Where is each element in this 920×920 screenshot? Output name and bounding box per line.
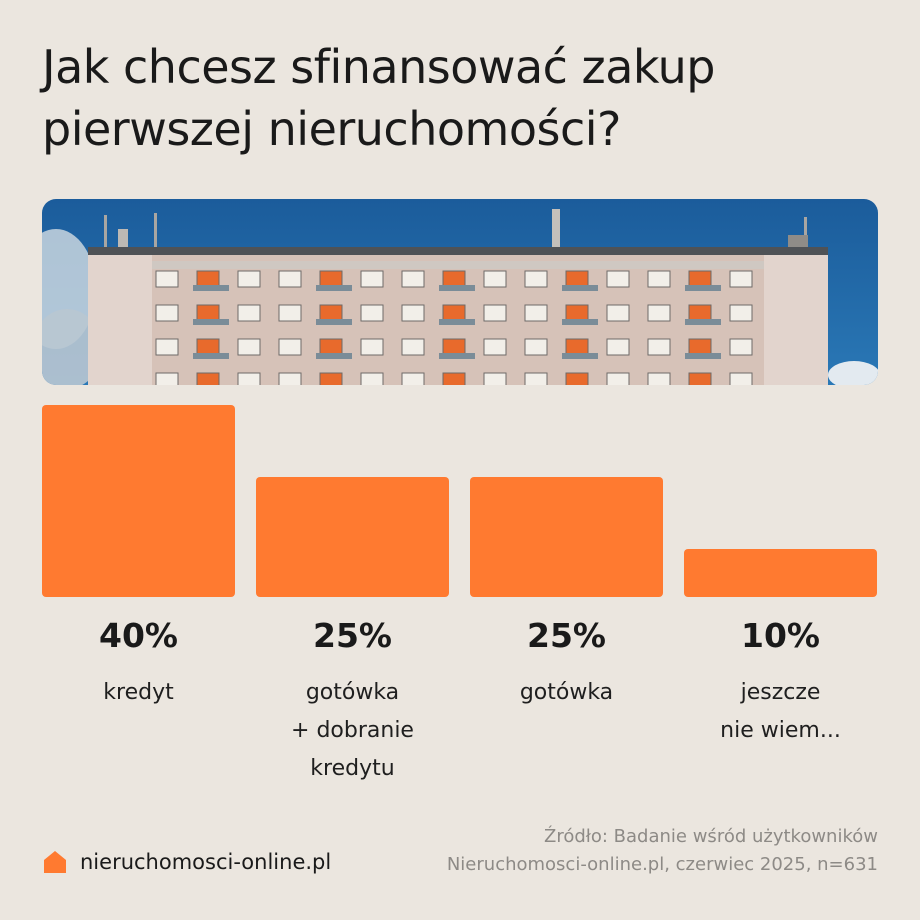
source-line-2: Nieruchomosci-online.pl, czerwiec 2025, … — [446, 854, 878, 875]
brand-logo[interactable]: nieruchomosci-online.pl — [42, 844, 331, 880]
bar-category-label: gotówka — [519, 680, 614, 705]
bar-value-label: 40% — [99, 616, 178, 655]
source-note: Źródło: Badanie wśród użytkowników Nieru… — [358, 823, 878, 879]
source-line-1: Źródło: Badanie wśród użytkowników — [543, 826, 878, 847]
bar-category-label: kredyt — [103, 680, 174, 705]
house-icon — [44, 851, 66, 873]
bar-3 — [470, 477, 663, 597]
bar-2 — [256, 477, 449, 597]
bar-4 — [684, 549, 877, 597]
apartment-block-photo — [42, 199, 878, 385]
bar-1 — [42, 405, 235, 597]
logo-text: nieruchomosci-online.pl — [80, 850, 332, 874]
bar-value-label: 25% — [527, 616, 606, 655]
bar-value-label: 25% — [313, 616, 392, 655]
bar-category-label: gotówka + dobranie kredytu — [291, 680, 414, 781]
bar-value-label: 10% — [741, 616, 820, 655]
page-title: Jak chcesz sfinansować zakup pierwszej n… — [42, 40, 715, 156]
bar-category-label: jeszcze nie wiem... — [720, 680, 841, 743]
